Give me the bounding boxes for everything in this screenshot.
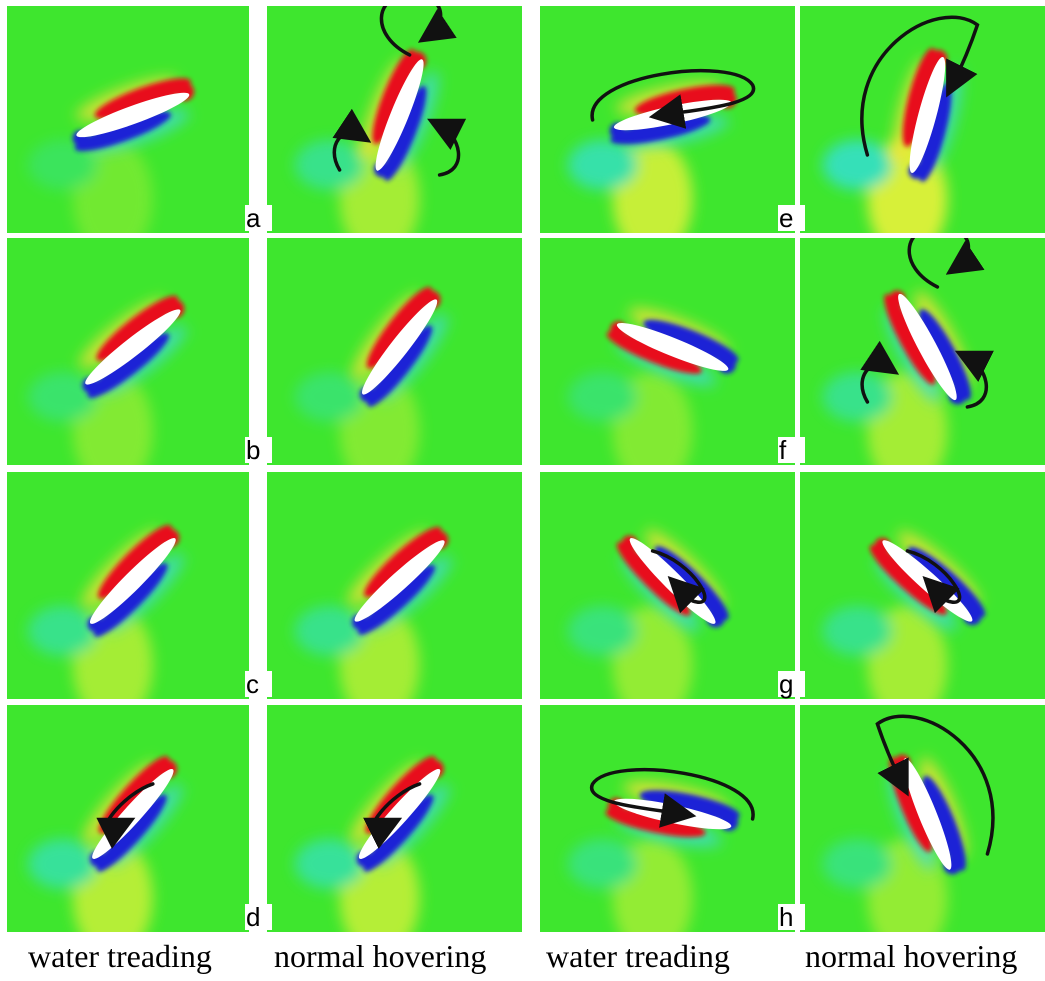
vorticity-contour-plot xyxy=(7,705,249,932)
streamline-arrow xyxy=(650,549,707,614)
vorticity-contour-plot xyxy=(540,472,795,699)
streamline-arrow xyxy=(590,68,756,129)
panel-d-water-treading xyxy=(7,705,249,932)
panel-label-h: h xyxy=(778,904,805,930)
panel-c-water-treading xyxy=(7,472,249,699)
panel-f-normal-hovering xyxy=(800,238,1045,465)
streamline-arrow xyxy=(379,6,457,57)
panel-e-water-treading xyxy=(540,6,795,233)
wing-section xyxy=(354,540,445,622)
vorticity-contour-plot xyxy=(800,6,1045,233)
vorticity-contour-plot xyxy=(267,705,522,932)
vorticity-contour-plot xyxy=(800,705,1045,932)
panel-label-g: g xyxy=(778,671,805,697)
vorticity-contour-plot xyxy=(267,238,522,465)
vorticity-contour-plot xyxy=(800,472,1045,699)
panel-c-normal-hovering xyxy=(267,472,522,699)
panel-label-d: d xyxy=(245,904,272,930)
streamline-arrow xyxy=(332,108,372,172)
panel-h-normal-hovering xyxy=(800,705,1045,932)
vorticity-contour-plot xyxy=(7,472,249,699)
streamline-arrow xyxy=(427,118,467,177)
panel-a-water-treading xyxy=(7,6,249,233)
vorticity-contour-plot xyxy=(7,238,249,465)
panel-e-normal-hovering xyxy=(800,6,1045,233)
vorticity-contour-plot xyxy=(540,6,795,233)
panel-a-normal-hovering xyxy=(267,6,522,233)
vorticity-contour-plot xyxy=(800,238,1045,465)
panel-g-water-treading xyxy=(540,472,795,699)
caption-normal-hovering-left: normal hovering xyxy=(274,938,487,974)
panel-d-normal-hovering xyxy=(267,705,522,932)
caption-water-treading-left: water treading xyxy=(28,938,212,974)
panel-label-c: c xyxy=(245,671,272,697)
caption-water-treading-right: water treading xyxy=(546,938,730,974)
panel-label-a: a xyxy=(245,205,272,231)
wing-section xyxy=(375,59,424,171)
wing-section xyxy=(361,299,438,395)
vorticity-contour-plot xyxy=(267,472,522,699)
vorticity-contour-plot xyxy=(267,6,522,233)
wing-section xyxy=(909,56,946,173)
streamline-arrow xyxy=(589,767,755,828)
panel-label-b: b xyxy=(245,437,272,463)
wing-section xyxy=(898,293,957,401)
streamline-arrow xyxy=(362,782,422,850)
panel-f-water-treading xyxy=(540,238,795,465)
wing-section xyxy=(85,309,181,385)
streamline-arrow xyxy=(907,238,985,289)
panel-b-normal-hovering xyxy=(267,238,522,465)
vorticity-contour-plot xyxy=(540,705,795,932)
streamline-arrow xyxy=(96,782,155,850)
wing-section xyxy=(616,322,729,371)
streamline-arrow xyxy=(905,549,962,614)
vorticity-contour-plot xyxy=(7,6,249,233)
panel-label-e: e xyxy=(778,205,805,231)
caption-normal-hovering-right: normal hovering xyxy=(805,938,1018,974)
wing-section xyxy=(903,758,952,870)
streamline-arrow xyxy=(954,350,995,409)
streamline-arrow xyxy=(875,714,995,856)
panel-label-f: f xyxy=(778,437,805,463)
streamline-arrow xyxy=(860,15,980,157)
panel-h-water-treading xyxy=(540,705,795,932)
panel-b-water-treading xyxy=(7,238,249,465)
panel-g-normal-hovering xyxy=(800,472,1045,699)
wing-section xyxy=(76,92,190,138)
streamline-arrow xyxy=(860,340,900,404)
vorticity-contour-plot xyxy=(540,238,795,465)
wing-section xyxy=(89,538,176,624)
